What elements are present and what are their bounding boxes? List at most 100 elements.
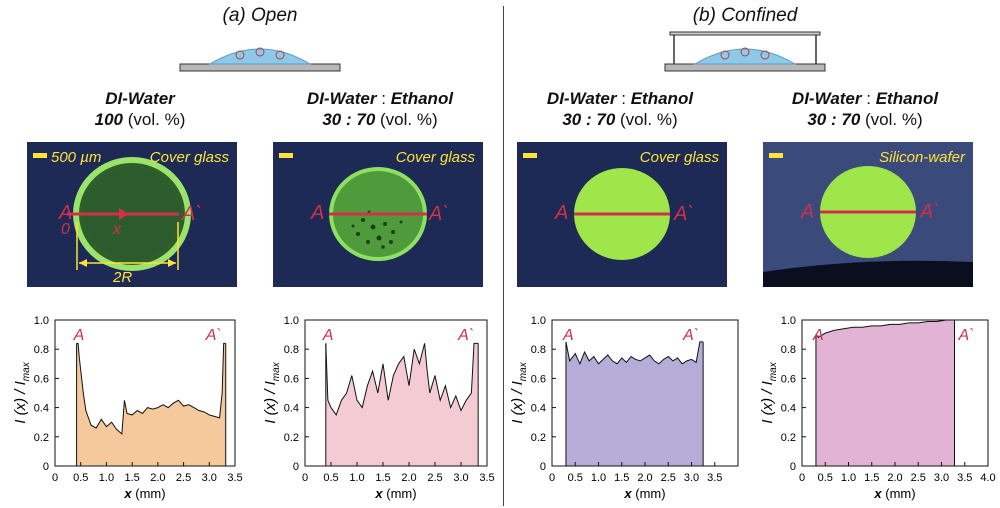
substrate-label: Cover glass <box>150 149 230 166</box>
x-tick-label: 1.0 <box>99 472 114 484</box>
annotation-a-prime: A` <box>682 327 699 344</box>
x-tick-label: 3.5 <box>227 472 242 484</box>
x-tick-label: 1.5 <box>614 472 629 484</box>
annotation-a-prime: A` <box>457 327 474 344</box>
x-tick-label: 1.0 <box>841 472 856 484</box>
intensity-area <box>325 343 479 466</box>
caption-4: DI-Water : Ethanol 30 : 70 (vol. %) <box>791 89 939 129</box>
x-tick-label: 0 <box>302 472 308 484</box>
x-tick-label: 0.5 <box>73 472 88 484</box>
confined-droplet-schematic <box>664 31 826 72</box>
point-a: A <box>310 202 324 224</box>
x-tick-label: 2.5 <box>176 472 191 484</box>
y-axis-label: I (x) / Imax <box>12 361 32 423</box>
x-tick-label: 3.5 <box>957 472 972 484</box>
substrate-label: Cover glass <box>640 149 720 166</box>
fluorescence-photo-1: 500 µm Cover glass A A` 0 x 2R <box>27 142 237 287</box>
plot-frame <box>304 319 488 467</box>
x-tick-label: 3.5 <box>479 472 494 484</box>
caption-3: DI-Water : Ethanol 30 : 70 (vol. %) <box>546 89 694 129</box>
x-tick-label: 2.0 <box>637 472 652 484</box>
intensity-chart-1: 0 0.2 0.4 0.6 0.8 1.0 0 0.5 1.0 1.5 2.0 2.5 3.0 3.5 x … <box>12 315 243 501</box>
x-tick-label: 0 <box>52 472 58 484</box>
x-tick-label: 3.5 <box>707 472 722 484</box>
intensity-chart-3: 0 0.2 0.4 0.6 0.8 1.0 0 0.5 1.0 1.5 2.0 2.5 3.0 3.5 x … <box>509 315 739 501</box>
x-tick-label: 1.5 <box>864 472 879 484</box>
annotation-a: A <box>562 327 574 344</box>
x-tick-label: 3.0 <box>684 472 699 484</box>
y-tick-label: 0.8 <box>34 344 49 356</box>
x-tick-label: 0.5 <box>818 472 833 484</box>
scale-label: 500 µm <box>51 149 101 166</box>
y-tick-label: 0.8 <box>531 344 546 356</box>
panel-divider <box>503 6 504 506</box>
y-tick-label: 0.4 <box>34 403 49 415</box>
fluorescence-photo-2: Cover glass A A` <box>273 142 483 287</box>
x-tick-label: 4.0 <box>980 472 995 484</box>
intensity-line <box>565 341 704 366</box>
x-tick-label: 0 <box>799 472 805 484</box>
x-tick-label: 1.0 <box>591 472 606 484</box>
intensity-chart-2: 0 0.2 0.4 0.6 0.8 1.0 0 0.5 1.0 1.5 2.0 2.5 3.0 3.5 x … <box>262 315 495 501</box>
annotation-a-prime: A` <box>958 327 975 344</box>
x-tick-label: 1.0 <box>349 472 364 484</box>
annotation-a-prime: A` <box>205 327 222 344</box>
y-tick-label: 1.0 <box>284 315 299 327</box>
x-tick-label: 2.0 <box>150 472 165 484</box>
y-tick-label: 0.6 <box>34 373 49 385</box>
fluorescence-photo-4: Silicon-wafer A A` <box>763 142 973 287</box>
annotation-a: A <box>73 327 85 344</box>
x-axis-label: x (mm) <box>623 486 665 501</box>
x-label: x <box>112 221 122 238</box>
y-tick-label: 0.6 <box>781 373 796 385</box>
y-tick-label: 0 <box>43 461 49 473</box>
y-tick-label: 0.4 <box>284 403 299 415</box>
x-tick-label: 3.0 <box>202 472 217 484</box>
intensity-line <box>76 342 226 435</box>
y-tick-label: 0 <box>790 461 796 473</box>
y-tick-label: 0.2 <box>284 432 299 444</box>
panel-b-title: (b) Confined <box>692 5 798 26</box>
x-tick-label: 0.5 <box>568 472 583 484</box>
point-a: A <box>58 202 72 224</box>
y-tick-label: 0.2 <box>781 432 796 444</box>
x-tick-label: 2.0 <box>401 472 416 484</box>
annotation-a: A <box>322 327 334 344</box>
origin-label: 0 <box>61 221 70 238</box>
point-a-prime: A` <box>181 203 202 225</box>
x-tick-label: 3.0 <box>453 472 468 484</box>
x-tick-label: 2.5 <box>911 472 926 484</box>
scale-bar <box>33 153 47 158</box>
x-tick-label: 0 <box>549 472 555 484</box>
y-tick-label: 1.0 <box>781 315 796 327</box>
intensity-line <box>815 319 955 339</box>
y-tick-label: 0.8 <box>284 344 299 356</box>
caption-2: DI-Water : Ethanol 30 : 70 (vol. %) <box>306 89 454 129</box>
intensity-area <box>815 320 955 466</box>
y-tick-label: 0.8 <box>781 344 796 356</box>
x-axis-label: x (mm) <box>374 486 416 501</box>
y-tick-label: 0.4 <box>781 403 796 415</box>
y-axis-label: I (x) / Imax <box>262 361 282 423</box>
x-tick-label: 2.0 <box>887 472 902 484</box>
y-tick-label: 0 <box>293 461 299 473</box>
x-axis-label: x (mm) <box>873 486 915 501</box>
y-tick-label: 0 <box>540 461 546 473</box>
x-tick-label: 0.5 <box>323 472 338 484</box>
y-tick-label: 1.0 <box>531 315 546 327</box>
y-tick-label: 0.2 <box>34 432 49 444</box>
x-tick-label: 1.5 <box>375 472 390 484</box>
x-tick-label: 2.5 <box>661 472 676 484</box>
panel-a-title: (a) Open <box>222 5 298 26</box>
point-a-prime: A` <box>428 203 449 225</box>
point-a-prime: A` <box>919 201 940 223</box>
annotation-a: A <box>812 327 824 344</box>
y-tick-label: 0.2 <box>531 432 546 444</box>
plot-frame <box>54 319 236 467</box>
intensity-chart-4: 0 0.2 0.4 0.6 0.8 1.0 0 0.5 1.0 1.5 2.0 2.5 3.0 3.5 4.… <box>759 315 996 501</box>
point-a: A <box>554 202 568 224</box>
intensity-area <box>565 341 704 466</box>
y-tick-label: 0.6 <box>531 373 546 385</box>
intensity-line <box>325 342 479 416</box>
x-axis-label: x (mm) <box>123 486 165 501</box>
